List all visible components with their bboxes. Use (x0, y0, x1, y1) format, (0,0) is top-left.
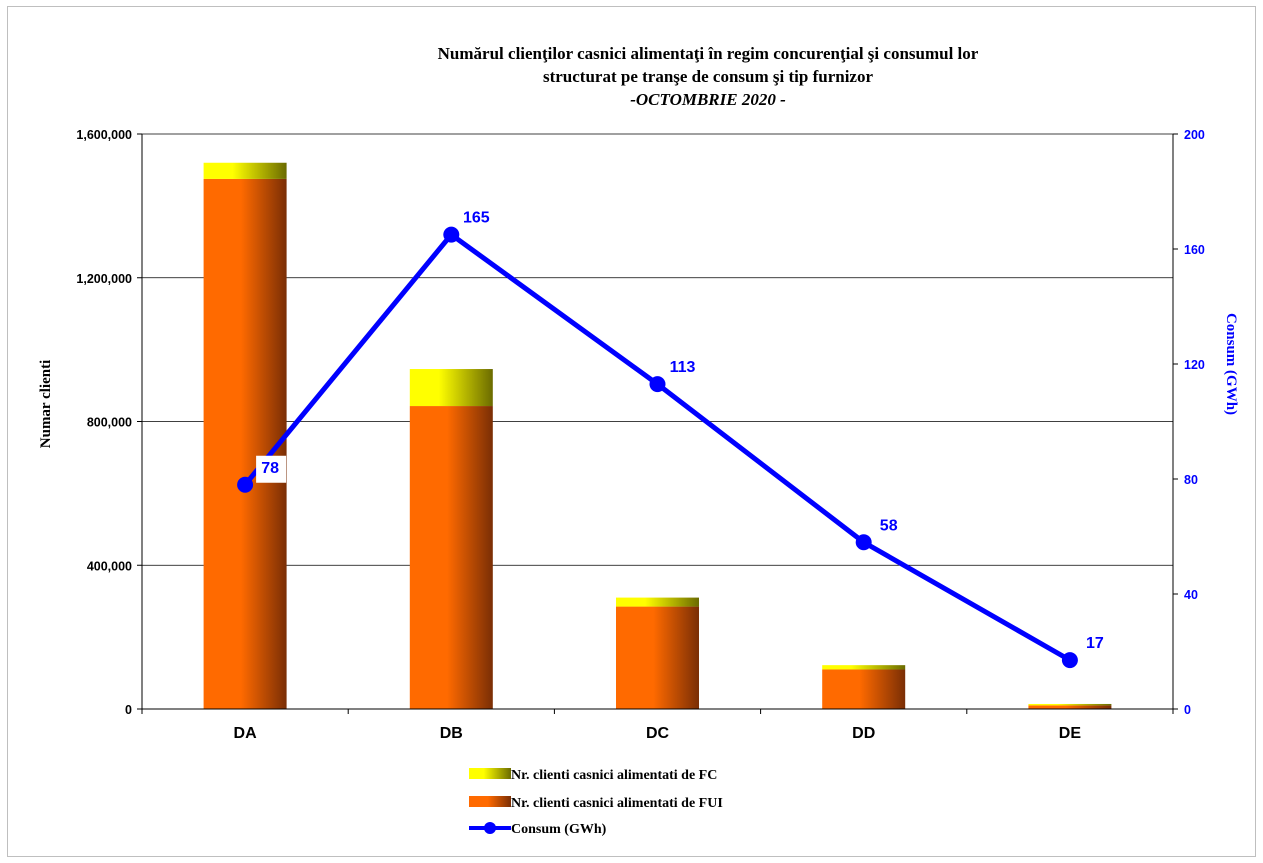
gridlines (142, 133, 1173, 566)
consum-data-label-db: 165 (463, 210, 490, 227)
y2-tick-label: 120 (1184, 358, 1205, 372)
bar-fc-dd (822, 665, 906, 670)
y-axis-title: Numar clienti (38, 360, 54, 448)
legend-swatch-fc (469, 768, 511, 779)
x-tick-label: DD (852, 725, 875, 742)
chart-title-line-1: Numărul clienţilor casnici alimentaţi în… (438, 44, 979, 63)
bar-fui-de (1028, 705, 1112, 709)
y2-tick-label: 80 (1184, 473, 1198, 487)
legend-label-consum: Consum (GWh) (511, 822, 607, 837)
chart: Numărul clienţilor casnici alimentaţi în… (38, 44, 1239, 837)
y2-tick-label: 200 (1184, 128, 1205, 142)
bar-fc-dc (616, 597, 699, 607)
legend-swatch-consum-marker (484, 822, 496, 834)
y2-tick-label: 40 (1184, 588, 1198, 602)
x-tick-label: DE (1059, 725, 1082, 742)
consum-data-label-de: 17 (1086, 635, 1104, 652)
y2-tick-label: 160 (1184, 243, 1205, 257)
chart-frame: Numărul clienţilor casnici alimentaţi în… (7, 6, 1256, 857)
y-tick-label: 400,000 (87, 559, 132, 573)
consum-point-db (443, 226, 460, 243)
y-tick-label: 800,000 (87, 416, 132, 430)
bar-fc-da (203, 162, 287, 179)
consum-point-de (1061, 652, 1078, 669)
bars (203, 162, 1112, 709)
consum-line (243, 232, 1072, 663)
bar-fui-db (409, 406, 493, 709)
x-tick-label: DB (440, 725, 463, 742)
consum-point-dd (855, 534, 872, 551)
x-tick-label: DC (646, 725, 670, 742)
chart-title-line-2: structurat pe tranşe de consum şi tip fu… (543, 67, 874, 86)
bar-fui-da (203, 178, 287, 709)
consum-point-da (237, 476, 254, 493)
consum-data-label-da: 78 (261, 460, 279, 477)
consum-data-label-dd: 58 (880, 517, 898, 534)
legend-label-fui: Nr. clienti casnici alimentati de FUI (511, 796, 723, 811)
y2-axis-title: Consum (GWh) (1223, 313, 1239, 415)
chart-subtitle-period: -OCTOMBRIE 2020 - (630, 90, 786, 109)
bar-fc-de (1028, 703, 1112, 706)
axis-ticks: 0 400,000 800,000 1,200,000 1,600,000 0 40 80 12… (76, 128, 1205, 742)
bar-fui-dc (616, 606, 699, 709)
y-tick-label: 1,600,000 (76, 128, 132, 142)
legend: Nr. clienti casnici alimentati de FC Nr.… (469, 768, 723, 837)
consum-point-dc (649, 376, 666, 393)
x-tick-label: DA (234, 725, 258, 742)
bar-fui-dd (822, 669, 906, 709)
legend-label-fc: Nr. clienti casnici alimentati de FC (511, 768, 717, 783)
legend-swatch-fui (469, 796, 511, 807)
y2-tick-label: 0 (1184, 703, 1191, 717)
consum-data-label-dc: 113 (670, 359, 696, 376)
consum-line-series: 78 165 113 58 17 (237, 210, 1104, 669)
bar-fc-db (409, 369, 493, 407)
y-tick-label: 1,200,000 (76, 272, 132, 286)
data-label-background (256, 455, 287, 483)
y-tick-label: 0 (125, 703, 132, 717)
